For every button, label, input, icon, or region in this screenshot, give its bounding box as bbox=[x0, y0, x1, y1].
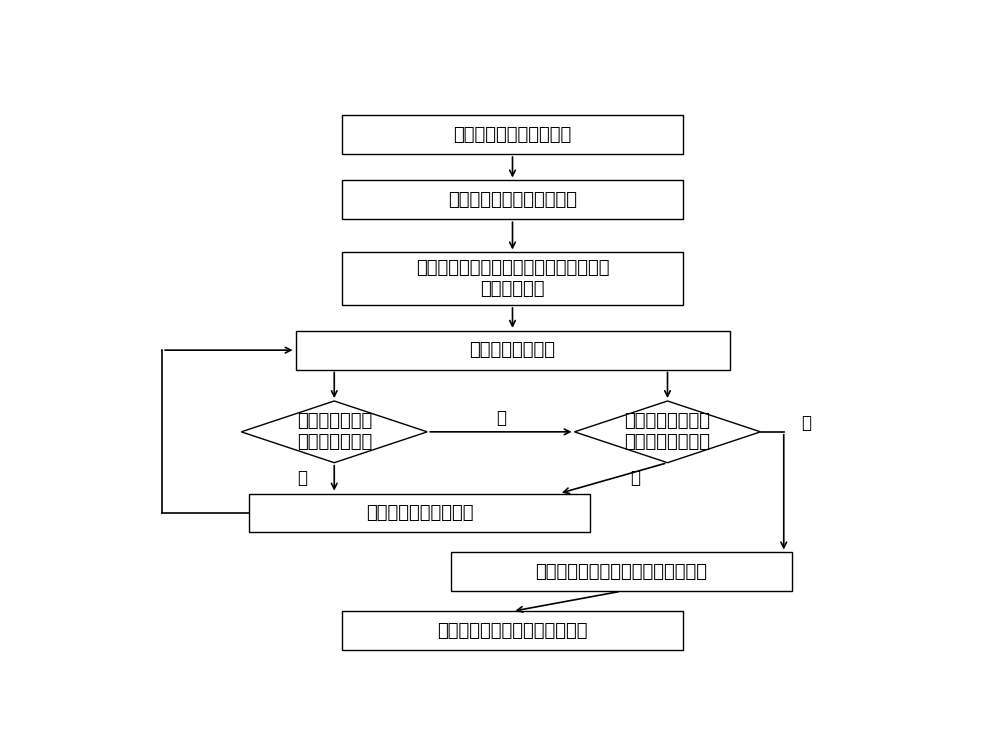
Text: 把非例外批次记录在被禁批次列表中: 把非例外批次记录在被禁批次列表中 bbox=[535, 563, 707, 581]
FancyBboxPatch shape bbox=[342, 252, 683, 305]
FancyBboxPatch shape bbox=[342, 180, 683, 220]
FancyBboxPatch shape bbox=[342, 115, 683, 154]
FancyBboxPatch shape bbox=[296, 331, 730, 370]
FancyBboxPatch shape bbox=[249, 493, 590, 533]
Text: 定义约束实例和约束例外: 定义约束实例和约束例外 bbox=[453, 125, 572, 144]
Text: 是: 是 bbox=[630, 469, 640, 487]
Text: 把被禁批次列表反馈至派工模块: 把被禁批次列表反馈至派工模块 bbox=[437, 622, 588, 640]
Text: 是否有批次符合
当前的约束实例: 是否有批次符合 当前的约束实例 bbox=[297, 413, 372, 451]
Polygon shape bbox=[574, 401, 761, 463]
Polygon shape bbox=[241, 401, 427, 463]
Text: 继续处理下一约束实例: 继续处理下一约束实例 bbox=[366, 504, 473, 522]
Text: 否: 否 bbox=[297, 469, 307, 487]
Text: 符合约束实例的批
次是否是例外批次: 符合约束实例的批 次是否是例外批次 bbox=[624, 413, 710, 451]
FancyBboxPatch shape bbox=[451, 552, 792, 591]
Text: 约束检测模块获取派工设备的信息和可派
工批次的信息: 约束检测模块获取派工设备的信息和可派 工批次的信息 bbox=[416, 259, 609, 298]
Text: 是: 是 bbox=[496, 409, 506, 427]
Text: 否: 否 bbox=[801, 414, 811, 433]
Text: 制造执行系统获取派工需求: 制造执行系统获取派工需求 bbox=[448, 191, 577, 209]
FancyBboxPatch shape bbox=[342, 611, 683, 650]
Text: 处理当前约束实例: 处理当前约束实例 bbox=[470, 341, 556, 359]
